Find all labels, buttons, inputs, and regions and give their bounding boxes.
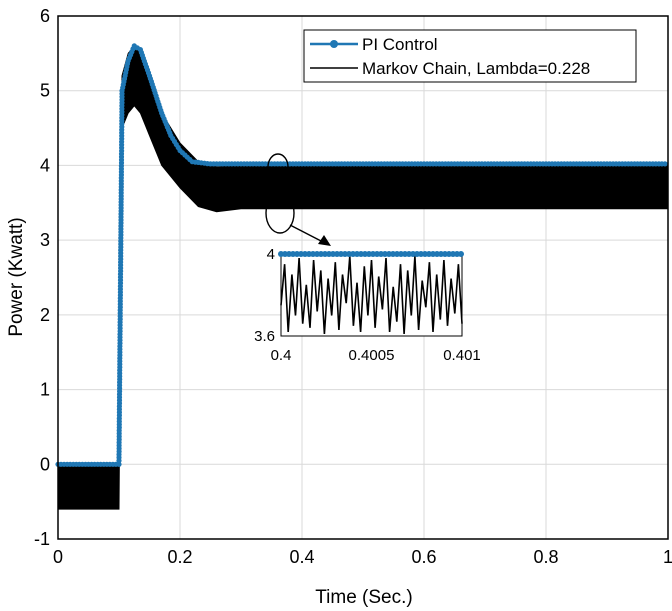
legend-pi-label: PI Control (362, 35, 438, 54)
inset-pi-series (278, 251, 464, 257)
inset-y-tick-label: 4 (267, 246, 275, 263)
pi-control-series (55, 43, 668, 467)
y-tick-label: 0 (40, 454, 50, 474)
y-tick-label: -1 (34, 529, 50, 549)
x-tick-label: 0.2 (167, 547, 192, 567)
x-tick-label: 0.8 (533, 547, 558, 567)
y-tick-label: 5 (40, 81, 50, 101)
legend-pi-marker (330, 40, 338, 48)
y-tick-label: 4 (40, 155, 50, 175)
x-tick-label: 0.4 (289, 547, 314, 567)
legend: PI Control Markov Chain, Lambda=0.228 (303, 29, 637, 83)
legend-markov-label: Markov Chain, Lambda=0.228 (362, 59, 590, 78)
y-tick-label: 1 (40, 380, 50, 400)
inset-y-tick-label: 3.6 (254, 328, 275, 345)
x-tick-label: 0 (53, 547, 63, 567)
inset-x-tick-label: 0.401 (443, 347, 481, 364)
x-tick-label: 1 (663, 547, 672, 567)
zoom-callout (265, 153, 331, 246)
x-axis-label: Time (Sec.) (315, 587, 412, 608)
plot-frame (57, 15, 669, 540)
inset-plot: 0.4 0.4005 0.401 3.6 4 (254, 246, 481, 364)
y-tick-label: 6 (40, 6, 50, 26)
y-axis-label: Power (Kwatt) (6, 217, 27, 336)
y-tick-label: 2 (40, 305, 50, 325)
zoom-arrow-line (289, 224, 324, 243)
x-tick-label: 0.6 (411, 547, 436, 567)
zoom-ellipse-upper (267, 153, 289, 181)
pi-control-marker (116, 461, 122, 467)
inset-x-tick-label: 0.4005 (349, 347, 395, 364)
y-tick-label: 3 (40, 230, 50, 250)
zoom-arrow-head (318, 235, 331, 246)
legend-box (303, 29, 637, 83)
pi-control-marker (662, 161, 668, 167)
zoom-ellipse-lower (265, 192, 295, 234)
inset-pi-marker (458, 251, 464, 257)
inset-x-tick-label: 0.4 (271, 347, 292, 364)
inset-markov-line (280, 255, 463, 335)
